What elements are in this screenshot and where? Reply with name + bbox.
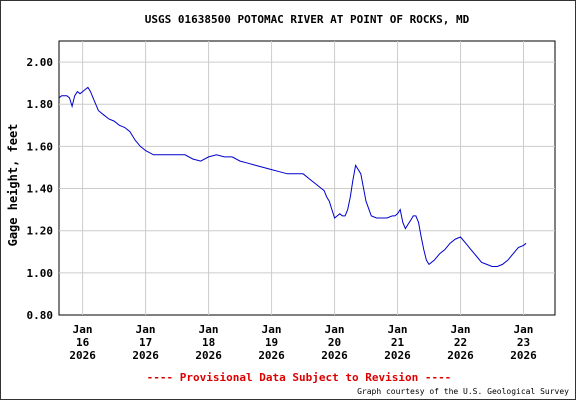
x-tick-label-day: 17 xyxy=(139,336,152,349)
gage-height-line xyxy=(58,86,527,267)
chart-title: USGS 01638500 POTOMAC RIVER AT POINT OF … xyxy=(145,13,470,26)
series-layer xyxy=(58,86,527,267)
y-axis-label: Gage height, feet xyxy=(6,124,20,247)
y-tick-label: 1.00 xyxy=(27,267,54,280)
x-tick-label-year: 2026 xyxy=(69,349,96,362)
x-tick-labels: Jan162026Jan172026Jan182026Jan192026Jan2… xyxy=(69,323,537,362)
y-tick-label: 1.60 xyxy=(27,140,54,153)
x-tick-label-month: Jan xyxy=(388,323,408,336)
x-tick-label-day: 23 xyxy=(517,336,530,349)
x-tick-label-year: 2026 xyxy=(447,349,474,362)
y-tick-label: 1.80 xyxy=(27,98,54,111)
x-tick-label-month: Jan xyxy=(262,323,282,336)
x-tick-label-month: Jan xyxy=(199,323,219,336)
x-tick-label-day: 18 xyxy=(202,336,215,349)
x-tick-label-month: Jan xyxy=(136,323,156,336)
x-tick-label-month: Jan xyxy=(325,323,345,336)
x-tick-label-month: Jan xyxy=(514,323,534,336)
x-tick-label-day: 20 xyxy=(328,336,341,349)
x-tick-label-day: 16 xyxy=(76,336,90,349)
y-tick-label: 2.00 xyxy=(27,56,54,69)
x-tick-label-month: Jan xyxy=(73,323,93,336)
x-tick-label-year: 2026 xyxy=(321,349,348,362)
x-tick-label-month: Jan xyxy=(451,323,471,336)
plot-area xyxy=(58,40,556,316)
y-tick-labels: 0.80 1.00 1.20 1.40 1.60 1.80 2.00 xyxy=(27,56,54,322)
grid-lines xyxy=(59,41,555,315)
x-tick-label-year: 2026 xyxy=(195,349,222,362)
y-tick-label: 1.40 xyxy=(27,183,54,196)
y-tick-label: 1.20 xyxy=(27,225,54,238)
x-tick-label-day: 22 xyxy=(454,336,467,349)
x-tick-label-year: 2026 xyxy=(384,349,411,362)
credit-text: Graph courtesy of the U.S. Geological Su… xyxy=(357,387,569,396)
x-tick-label-day: 19 xyxy=(265,336,278,349)
provisional-notice: ---- Provisional Data Subject to Revisio… xyxy=(147,371,452,384)
x-tick-label-day: 21 xyxy=(391,336,405,349)
x-tick-label-year: 2026 xyxy=(132,349,159,362)
x-tick-label-year: 2026 xyxy=(258,349,285,362)
x-tick-label-year: 2026 xyxy=(510,349,537,362)
y-tick-label: 0.80 xyxy=(27,309,54,322)
